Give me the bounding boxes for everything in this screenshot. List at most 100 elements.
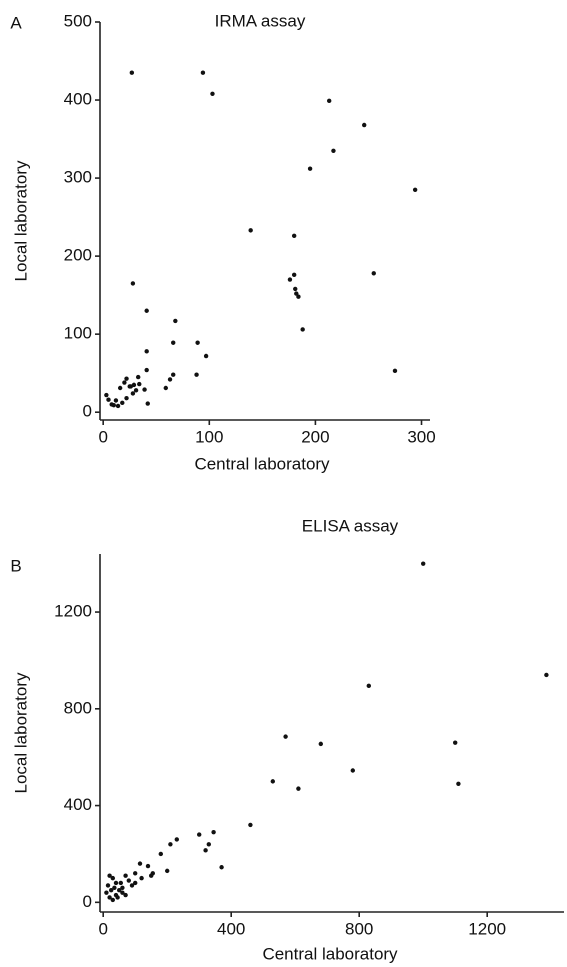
point [307,166,313,171]
point [173,318,178,324]
point [110,875,116,881]
point [195,340,200,345]
point [171,340,176,345]
point [120,890,125,895]
point [296,294,301,299]
y-tick-label: 500 [64,11,92,30]
point [113,880,119,886]
point [129,70,135,75]
point [421,561,426,566]
point [270,779,275,784]
point [144,308,149,313]
point [174,837,179,842]
point [122,380,127,385]
point [112,885,117,891]
point [145,863,151,869]
point [135,374,141,380]
point [127,384,132,389]
point [171,372,176,377]
y-tick-label: 300 [64,168,92,187]
point [206,842,211,847]
x-axis-label: Central laboratory [194,454,330,473]
point [104,392,109,398]
point [144,367,149,373]
chart-title: IRMA assay [215,11,306,30]
point [211,829,216,835]
point [137,381,142,387]
point [130,391,136,396]
point [300,327,305,332]
point [149,873,154,878]
point [362,122,367,128]
point [291,272,297,278]
point [287,277,293,282]
point [104,890,109,895]
panel-label: A [10,13,22,32]
point [168,842,173,847]
point [163,385,168,391]
point [412,187,418,192]
point [210,91,215,96]
point [115,403,121,409]
y-tick-label: 800 [64,698,92,717]
point [248,228,253,233]
point [107,895,112,900]
point [331,148,336,153]
y-axis-label: Local laboratory [11,160,30,281]
point [123,892,128,898]
point [219,865,224,870]
point [124,395,129,401]
point [139,875,144,881]
point [107,873,112,878]
point [197,832,202,837]
point [291,233,297,239]
panel-label: B [10,556,21,575]
point [203,848,208,853]
y-tick-label: 1200 [54,602,92,621]
y-tick-label: 200 [64,246,92,265]
point [167,377,173,382]
x-tick-label: 800 [345,919,373,938]
x-tick-label: 0 [98,427,107,446]
point [453,740,458,745]
point [111,402,116,408]
point [137,861,143,866]
y-axis-label: Local laboratory [11,672,30,793]
point [105,883,111,888]
point [142,387,147,392]
point [144,349,149,354]
point [129,883,135,888]
point [120,885,125,891]
point [106,397,111,402]
point [296,786,301,791]
x-tick-label: 0 [98,919,107,938]
y-tick-label: 400 [64,90,92,109]
x-tick-label: 1200 [468,919,506,938]
point [350,768,355,773]
y-tick-label: 100 [64,324,92,343]
chart-title: ELISA assay [302,516,399,535]
point [194,372,199,377]
point [165,868,170,874]
point [544,672,549,678]
y-tick-label: 400 [64,795,92,814]
point [115,895,120,900]
point [118,880,124,886]
point [293,286,298,292]
point [248,822,253,828]
y-tick-label: 0 [83,892,92,911]
point [117,888,122,893]
point [126,878,131,883]
point [109,888,114,893]
point [203,353,209,359]
point [392,368,398,374]
x-axis-label: Central laboratory [262,944,398,963]
point [117,385,123,391]
point [326,98,332,104]
point [200,70,206,75]
point [123,873,128,878]
point [371,271,376,276]
point [318,741,323,747]
